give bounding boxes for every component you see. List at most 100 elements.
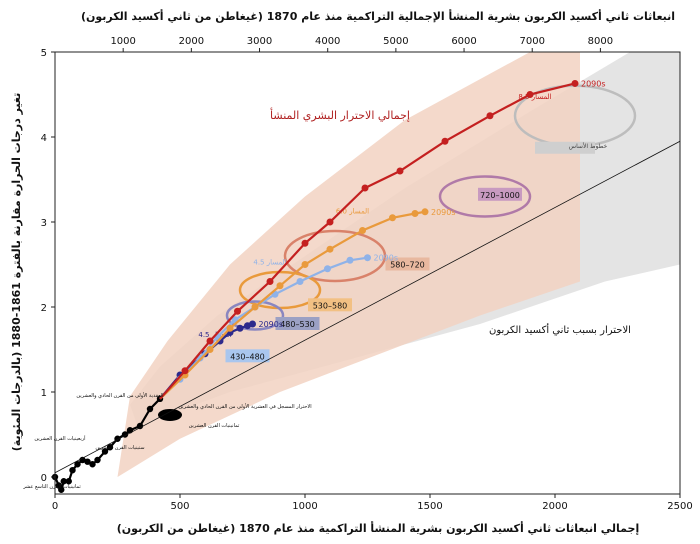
ellipse-480-530 xyxy=(225,300,285,331)
historical-point xyxy=(136,422,144,430)
series-point-1 xyxy=(296,278,304,285)
plot-frame xyxy=(54,51,681,495)
x-tick-label: 1000 xyxy=(292,501,317,512)
human-uncertainty-band xyxy=(117,52,580,477)
historical-point xyxy=(126,427,134,434)
historical-point xyxy=(84,458,91,465)
top-axis-title: انبعاثات ثاني أكسيد الكربون بشرية المنشأ… xyxy=(81,9,675,23)
series-point-2 xyxy=(326,245,334,253)
series-point-3 xyxy=(396,167,404,175)
series-point-3 xyxy=(526,91,534,98)
x-tick-label: 500 xyxy=(170,501,189,512)
top-tick-label: 7000 xyxy=(519,36,544,47)
axes: 0 500 1000 1500 2000 2500 0 1 2 3 4 5 1000 2000 3000 40… xyxy=(41,36,693,512)
series-point-3 xyxy=(301,239,309,247)
series-point-2 xyxy=(389,214,396,222)
baseline-box xyxy=(535,141,595,154)
historical-point xyxy=(60,478,67,485)
top-tick-label: 8000 xyxy=(588,36,613,47)
historical-point xyxy=(69,467,76,474)
baseline-label: خطوط الأساس xyxy=(569,142,608,150)
series-point-3 xyxy=(181,367,189,375)
range-label-range_720_1000: 720–1000 xyxy=(480,191,520,200)
series-point-1 xyxy=(324,265,331,273)
y-tick-label: 5 xyxy=(41,48,47,59)
historical-point xyxy=(74,461,81,468)
y-tick-label: 0 xyxy=(41,473,47,484)
scenario-ellipses: 720–1000 580–720 530–580 480–530 430–480 xyxy=(158,84,637,421)
historical-point xyxy=(89,461,96,468)
historical-point xyxy=(94,456,101,464)
hist-label-1980s: ثمانينيات القرن العشرين xyxy=(189,423,240,429)
series-point-2 xyxy=(226,324,234,332)
top-tick-label: 2000 xyxy=(179,36,204,47)
series-point-3 xyxy=(361,184,369,192)
top-tick-label: 1000 xyxy=(110,36,135,47)
series-line-2 xyxy=(159,210,426,400)
series-decade-label-1: 2090s xyxy=(374,254,399,263)
y-tick-label: 4 xyxy=(41,133,47,144)
series-point-1 xyxy=(364,254,371,262)
series-point-2 xyxy=(411,210,419,217)
series-name-label-2: 6.0 المسار xyxy=(336,208,369,216)
hist-label-1880s: ثمانينيات القرن التاسع عشر xyxy=(22,484,81,490)
range-label-range_480_530: 480–530 xyxy=(280,320,315,329)
ellipse-720-1000 xyxy=(438,175,532,218)
y-tick-label: 3 xyxy=(41,218,47,229)
chart-labels: انبعاثات ثاني أكسيد الكربون بشرية المنشأ… xyxy=(10,9,675,535)
x-tick-label: 0 xyxy=(52,501,58,512)
series-point-3 xyxy=(234,307,241,315)
range-box-range_480_530 xyxy=(275,317,320,330)
observed-label: الاحترار المسجل في العشرية الأولى من الق… xyxy=(178,403,311,410)
historical-point xyxy=(58,486,65,493)
range-label-range_580_720: 580–720 xyxy=(390,261,425,270)
series-point-3 xyxy=(441,137,449,145)
top-tick-label: 3000 xyxy=(247,36,272,47)
series-point-2 xyxy=(359,227,366,234)
human-warming-label: إجمالي الاحترار البشري المنشأ xyxy=(270,107,410,122)
historical-point xyxy=(101,448,109,455)
series-name-label-3: 8.5 المسار xyxy=(518,93,551,101)
co2-trend-line xyxy=(54,140,681,474)
y-tick-label: 1 xyxy=(41,388,47,399)
series-point-2 xyxy=(421,208,429,216)
series-point-2 xyxy=(251,303,259,311)
series-point-0 xyxy=(236,324,244,332)
observed-2000s-blob xyxy=(158,408,182,421)
hist-label-2000s: العقدية الأولى من القرن الحادي والعشرين xyxy=(76,392,163,399)
ellipse-580-720 xyxy=(283,229,387,283)
series-point-1 xyxy=(346,256,354,264)
series-point-3 xyxy=(266,278,274,285)
hist-label-1960s: ستينيات القرن العشرين xyxy=(95,445,144,451)
series-decade-label-3: 2090s xyxy=(581,79,606,88)
top-tick-label: 4000 xyxy=(315,36,340,47)
x-tick-label: 2500 xyxy=(667,501,692,512)
y-axis-title: تغير درجات الحرارة مقارنة بالفترة 1861-1… xyxy=(10,93,23,452)
hist-label-1940s: أربعينيات القرن العشرين xyxy=(34,435,86,442)
series-point-2 xyxy=(206,346,214,353)
series-point-0 xyxy=(249,320,256,328)
series-decade-label-0: 2090s xyxy=(259,320,284,329)
series-point-2 xyxy=(301,261,309,268)
series-point-2 xyxy=(276,282,284,290)
series-name-label-1: 4.5 المسار xyxy=(253,259,286,267)
co2-warming-label: الاحترار بسبب ثاني أكسيد الكربون xyxy=(489,323,631,336)
series-point-3 xyxy=(571,79,579,87)
series-decade-label-2: 2090s xyxy=(431,208,456,217)
range-label-range_430_480: 430–480 xyxy=(230,352,265,361)
range-box-range_720_1000 xyxy=(478,187,522,201)
x-tick-label: 1500 xyxy=(417,501,442,512)
historical-point xyxy=(65,478,72,485)
historical-point xyxy=(79,456,86,464)
range-box-range_430_480 xyxy=(225,349,270,363)
series-point-3 xyxy=(486,112,494,120)
x-axis-title: إجمالي انبعاثات ثاني أكسيد الكربون بشرية… xyxy=(117,521,640,535)
series-point-3 xyxy=(206,337,214,345)
range-label-range_530_580: 530–580 xyxy=(313,301,348,310)
top-tick-label: 5000 xyxy=(383,36,408,47)
historical-point xyxy=(146,405,154,413)
historical-point xyxy=(106,444,114,451)
top-tick-label: 6000 xyxy=(451,36,476,47)
